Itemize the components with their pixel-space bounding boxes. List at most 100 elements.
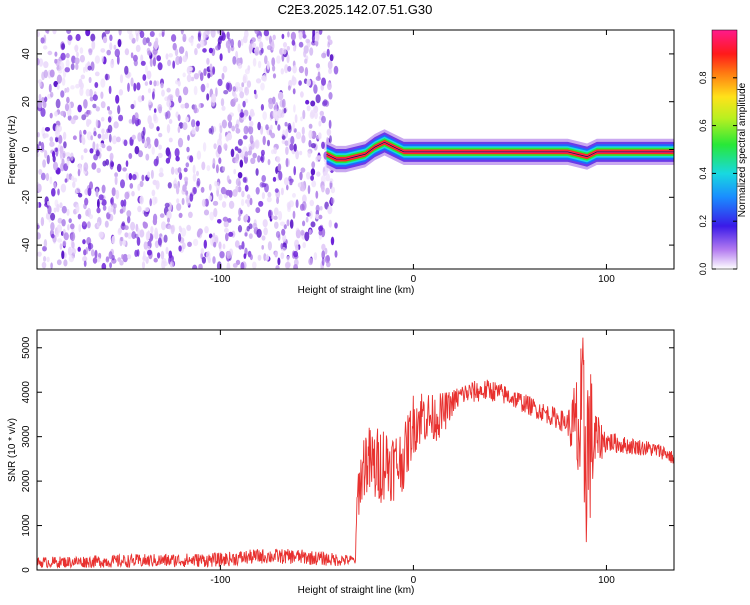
noise-speckle: [139, 30, 145, 39]
noise-speckle: [276, 196, 280, 205]
noise-speckle: [87, 119, 92, 125]
noise-speckle: [311, 33, 315, 44]
noise-speckle: [219, 53, 223, 61]
noise-speckle: [167, 224, 173, 230]
noise-speckle: [318, 120, 322, 127]
noise-speckle: [147, 88, 152, 94]
noise-speckle: [70, 175, 75, 181]
noise-speckle: [182, 33, 187, 43]
noise-speckle: [282, 47, 287, 55]
noise-speckle: [227, 218, 232, 223]
noise-speckle: [38, 81, 42, 87]
noise-speckle: [233, 97, 239, 103]
noise-speckle: [226, 251, 232, 259]
noise-speckle: [306, 105, 311, 112]
noise-speckle: [108, 110, 113, 115]
noise-speckle: [67, 34, 73, 41]
noise-speckle: [275, 265, 280, 269]
y-tick-label: -20: [21, 190, 32, 205]
noise-speckle: [302, 109, 306, 120]
noise-speckle: [241, 82, 245, 88]
noise-speckle: [77, 213, 82, 220]
noise-speckle: [249, 120, 254, 127]
noise-speckle: [215, 45, 221, 51]
noise-speckle: [311, 180, 317, 188]
noise-speckle: [193, 104, 198, 114]
noise-speckle: [235, 50, 239, 60]
noise-speckle: [295, 131, 302, 140]
noise-speckle: [198, 103, 201, 109]
noise-speckle: [232, 263, 238, 268]
noise-speckle: [37, 57, 40, 66]
noise-speckle: [37, 202, 40, 208]
noise-speckle: [168, 137, 173, 143]
noise-speckle: [111, 135, 118, 145]
noise-speckle: [300, 184, 306, 192]
noise-speckle: [273, 147, 277, 155]
noise-speckle: [44, 150, 48, 159]
noise-speckle: [148, 99, 152, 106]
noise-speckle: [267, 139, 270, 147]
noise-speckle: [292, 121, 295, 131]
noise-speckle: [65, 152, 71, 157]
noise-speckle: [150, 226, 154, 234]
noise-speckle: [298, 31, 303, 40]
noise-speckle: [203, 209, 210, 216]
noise-speckle: [286, 46, 290, 51]
noise-speckle: [182, 242, 186, 250]
noise-speckle: [166, 87, 171, 93]
noise-speckle: [101, 128, 105, 134]
noise-speckle: [106, 145, 112, 152]
noise-speckle: [113, 44, 117, 50]
noise-speckle: [314, 111, 318, 120]
noise-speckle: [271, 214, 274, 220]
noise-speckle: [262, 219, 268, 228]
noise-speckle: [126, 73, 131, 79]
noise-speckle: [168, 53, 173, 58]
noise-speckle: [70, 85, 75, 90]
noise-speckle: [136, 82, 141, 91]
noise-speckle: [327, 205, 333, 215]
noise-speckle: [190, 38, 194, 47]
noise-speckle: [37, 143, 40, 153]
noise-speckle: [315, 94, 321, 104]
noise-speckle: [262, 135, 266, 146]
y-tick-label: 20: [21, 96, 32, 108]
noise-speckle: [139, 180, 144, 188]
noise-speckle: [271, 57, 276, 67]
noise-speckle: [83, 260, 87, 267]
noise-speckle: [47, 200, 50, 206]
noise-speckle: [141, 95, 145, 101]
noise-speckle: [110, 206, 114, 213]
noise-speckle: [242, 100, 246, 108]
noise-speckle: [225, 232, 229, 242]
noise-speckle: [94, 82, 99, 88]
noise-speckle: [167, 217, 170, 223]
noise-speckle: [259, 41, 264, 49]
noise-speckle: [127, 232, 133, 239]
noise-speckle: [187, 241, 192, 247]
noise-speckle: [62, 131, 67, 140]
noise-speckle: [77, 168, 81, 177]
noise-speckle: [87, 65, 92, 71]
noise-speckle: [232, 189, 238, 197]
noise-speckle: [293, 264, 298, 269]
noise-speckle: [105, 73, 108, 81]
noise-speckle: [109, 42, 113, 51]
noise-speckle: [188, 211, 193, 218]
noise-speckle: [329, 135, 332, 144]
noise-speckle: [50, 222, 55, 231]
noise-speckle: [200, 83, 206, 93]
noise-speckle: [84, 197, 89, 206]
noise-speckle: [190, 76, 195, 82]
noise-speckle: [79, 82, 84, 90]
noise-speckle: [278, 170, 283, 181]
noise-speckle: [277, 257, 281, 266]
noise-speckle: [232, 56, 237, 65]
noise-speckle: [161, 221, 166, 231]
noise-speckle: [77, 246, 81, 252]
noise-speckle: [163, 261, 168, 267]
noise-speckle: [87, 242, 94, 250]
noise-speckle: [278, 210, 283, 221]
noise-speckle: [136, 236, 141, 246]
